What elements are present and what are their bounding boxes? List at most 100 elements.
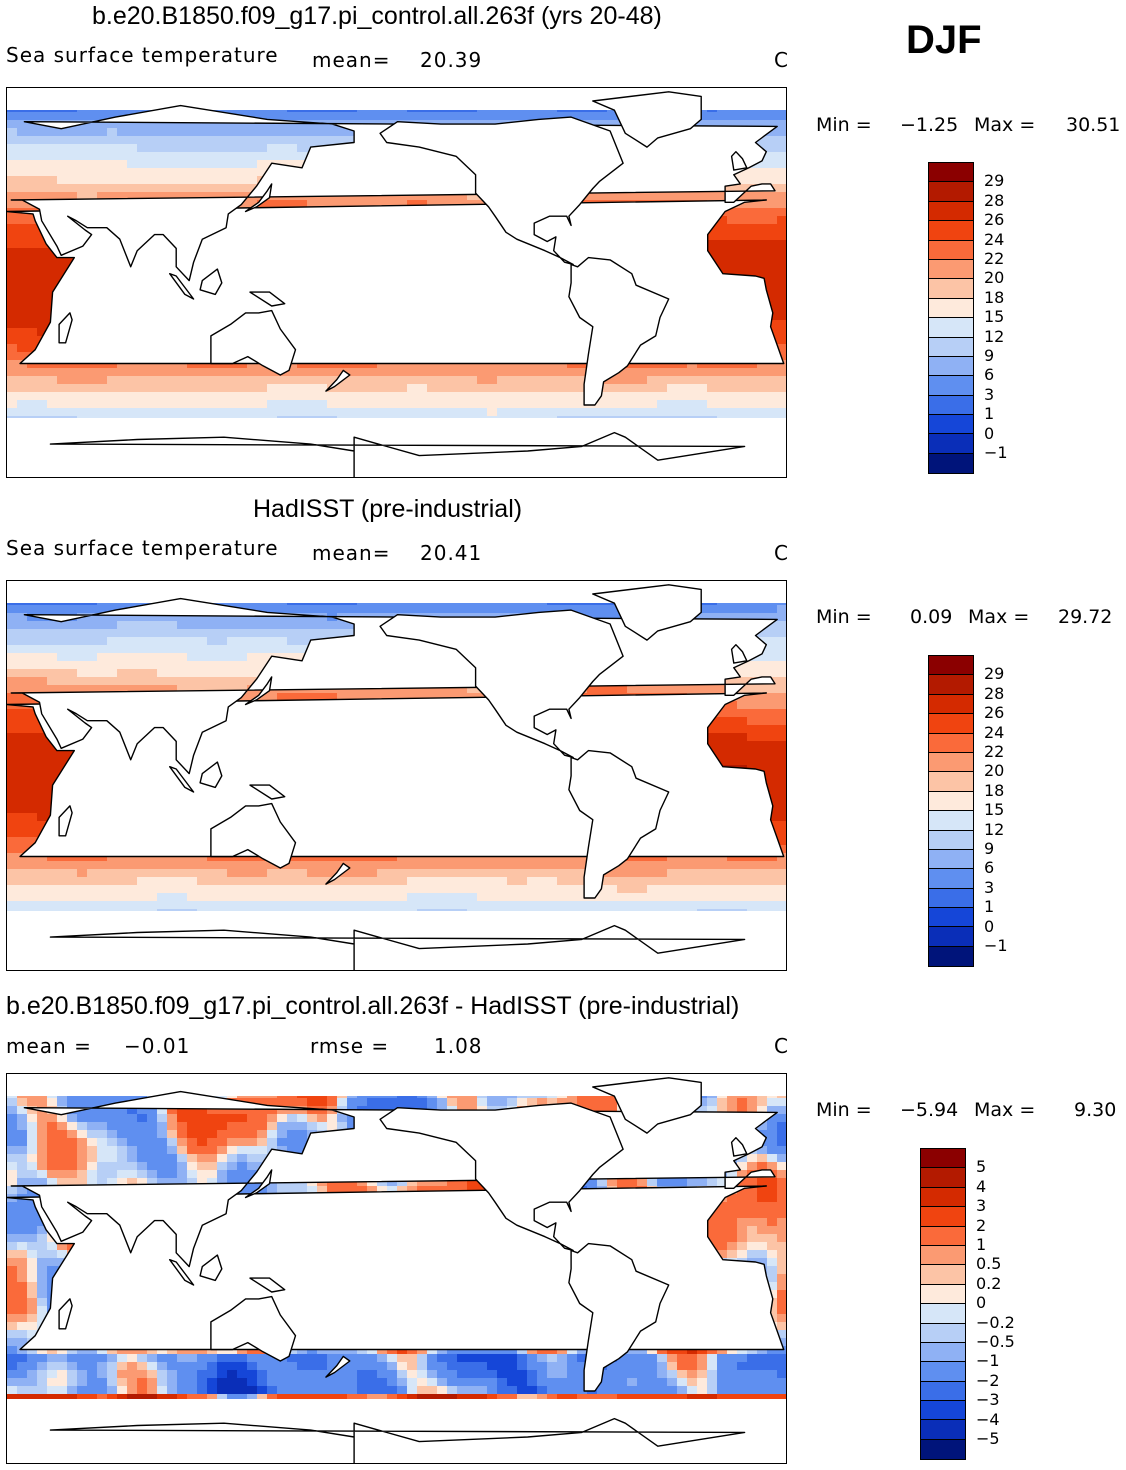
colorbar-swatch [929, 946, 973, 967]
colorbar-swatch [929, 453, 973, 474]
colorbar-swatch [929, 395, 973, 416]
colorbar-label: 1 [984, 404, 995, 424]
colorbar-label: 29 [984, 664, 1005, 684]
colorbar-label: 15 [984, 800, 1005, 820]
panel-2-min-value: 0.09 [910, 606, 953, 628]
colorbar-label: 26 [984, 703, 1005, 723]
colorbar-label: −0.2 [976, 1312, 1015, 1332]
panel-1-mean-label: mean= [312, 48, 391, 72]
colorbar-swatch [929, 298, 973, 319]
colorbar-swatch [929, 811, 973, 831]
colorbar-label: 6 [984, 365, 995, 385]
colorbar-swatch [929, 279, 973, 299]
colorbar-label: 28 [984, 190, 1005, 210]
colorbar-label: 18 [984, 780, 1005, 800]
colorbar-swatch [929, 376, 973, 396]
panel-3-min-value: −5.94 [900, 1099, 959, 1121]
colorbar-label: 5 [976, 1157, 987, 1177]
colorbar-swatch [921, 1149, 965, 1169]
colorbar-label: −3 [976, 1390, 1000, 1410]
colorbar-label: 3 [984, 877, 995, 897]
colorbar-label: 3 [984, 384, 995, 404]
panel-1-unit: C [774, 48, 789, 72]
panel-3-max-value: 9.30 [1074, 1099, 1117, 1121]
season-label: DJF [906, 18, 982, 62]
colorbar-swatch [921, 1207, 965, 1227]
colorbar-label: 28 [984, 683, 1005, 703]
colorbar-label: 0.2 [976, 1273, 1002, 1293]
colorbar-swatch [929, 434, 973, 454]
colorbar-label: −5 [976, 1429, 1000, 1448]
panel-2-map [6, 580, 787, 971]
colorbar-label: 1 [976, 1235, 987, 1254]
colorbar-swatch [929, 694, 973, 715]
colorbar-label: 9 [984, 346, 995, 365]
panel-2-unit: C [774, 541, 789, 565]
colorbar-swatch [929, 908, 973, 928]
panel-2-variable-label: Sea surface temperature [6, 536, 279, 560]
colorbar-label: 2 [976, 1215, 987, 1235]
colorbar-label: −0.5 [976, 1332, 1015, 1351]
colorbar-swatch [929, 318, 973, 338]
colorbar-label: 0 [984, 423, 995, 443]
panel-2-min-label: Min = [816, 606, 872, 628]
panel-2-max-label: Max = [968, 606, 1030, 628]
colorbar-box [920, 1148, 966, 1461]
colorbar-swatch [921, 1439, 965, 1460]
colorbar-label: −1 [984, 443, 1008, 462]
panel-3-mean-label: mean = [6, 1034, 92, 1058]
land-outlines [7, 584, 785, 970]
colorbar-label: 1 [984, 897, 995, 917]
colorbar-swatch [929, 163, 973, 183]
colorbar-label: −4 [976, 1409, 1000, 1429]
colorbar-swatch [921, 1362, 965, 1382]
colorbar-swatch [921, 1245, 965, 1266]
colorbar-label: −1 [976, 1351, 1000, 1371]
panel-3-mean-value: −0.01 [124, 1034, 191, 1058]
colorbar-label: 20 [984, 268, 1005, 288]
panel-2-mean-label: mean= [312, 541, 391, 565]
colorbar-label: 26 [984, 210, 1005, 230]
colorbar-swatch [921, 1304, 965, 1324]
land-outlines [7, 1077, 785, 1463]
colorbar-label: 0.5 [976, 1254, 1002, 1274]
colorbar-swatch [921, 1284, 965, 1305]
colorbar-swatch [929, 415, 973, 435]
panel-2-max-value: 29.72 [1058, 606, 1113, 628]
colorbar-label: 0 [976, 1293, 987, 1313]
land-outlines [7, 91, 785, 477]
panel-1-map [6, 87, 787, 478]
colorbar-swatch [929, 869, 973, 889]
colorbar-swatch [929, 733, 973, 753]
panel-1-min-label: Min = [816, 114, 872, 136]
panel-1-title: b.e20.B1850.f09_g17.pi_control.all.263f … [92, 2, 662, 30]
map-field [7, 1074, 786, 1463]
colorbar-swatch [929, 337, 973, 357]
panel-1-max-label: Max = [974, 114, 1036, 136]
panel-2-title: HadISST (pre-industrial) [253, 495, 523, 523]
colorbar-label: 0 [984, 916, 995, 936]
colorbar-label: 15 [984, 307, 1005, 327]
colorbar-swatch [929, 927, 973, 947]
colorbar-label: 12 [984, 819, 1005, 839]
colorbar-label: 3 [976, 1196, 987, 1216]
colorbar-swatch [929, 221, 973, 241]
colorbar-swatch [929, 656, 973, 676]
colorbar-label: −2 [976, 1370, 1000, 1390]
colorbar-label: 22 [984, 249, 1005, 268]
colorbar-label: 6 [984, 858, 995, 878]
panel-1-mean-value: 20.39 [420, 48, 483, 72]
colorbar-swatch [921, 1187, 965, 1208]
panel-1-max-value: 30.51 [1066, 114, 1121, 136]
panel-3-title: b.e20.B1850.f09_g17.pi_control.all.263f … [6, 992, 740, 1020]
colorbar-label: 12 [984, 326, 1005, 346]
colorbar-swatch [921, 1168, 965, 1188]
colorbar-box [928, 655, 974, 968]
colorbar-swatch [921, 1401, 965, 1421]
colorbar-swatch [929, 714, 973, 734]
panel-2-mean-value: 20.41 [420, 541, 483, 565]
panel-3-min-label: Min = [816, 1099, 872, 1121]
colorbar-label: 9 [984, 839, 995, 858]
colorbar-label: 20 [984, 761, 1005, 781]
panel-3-rmse-label: rmse = [310, 1034, 390, 1058]
